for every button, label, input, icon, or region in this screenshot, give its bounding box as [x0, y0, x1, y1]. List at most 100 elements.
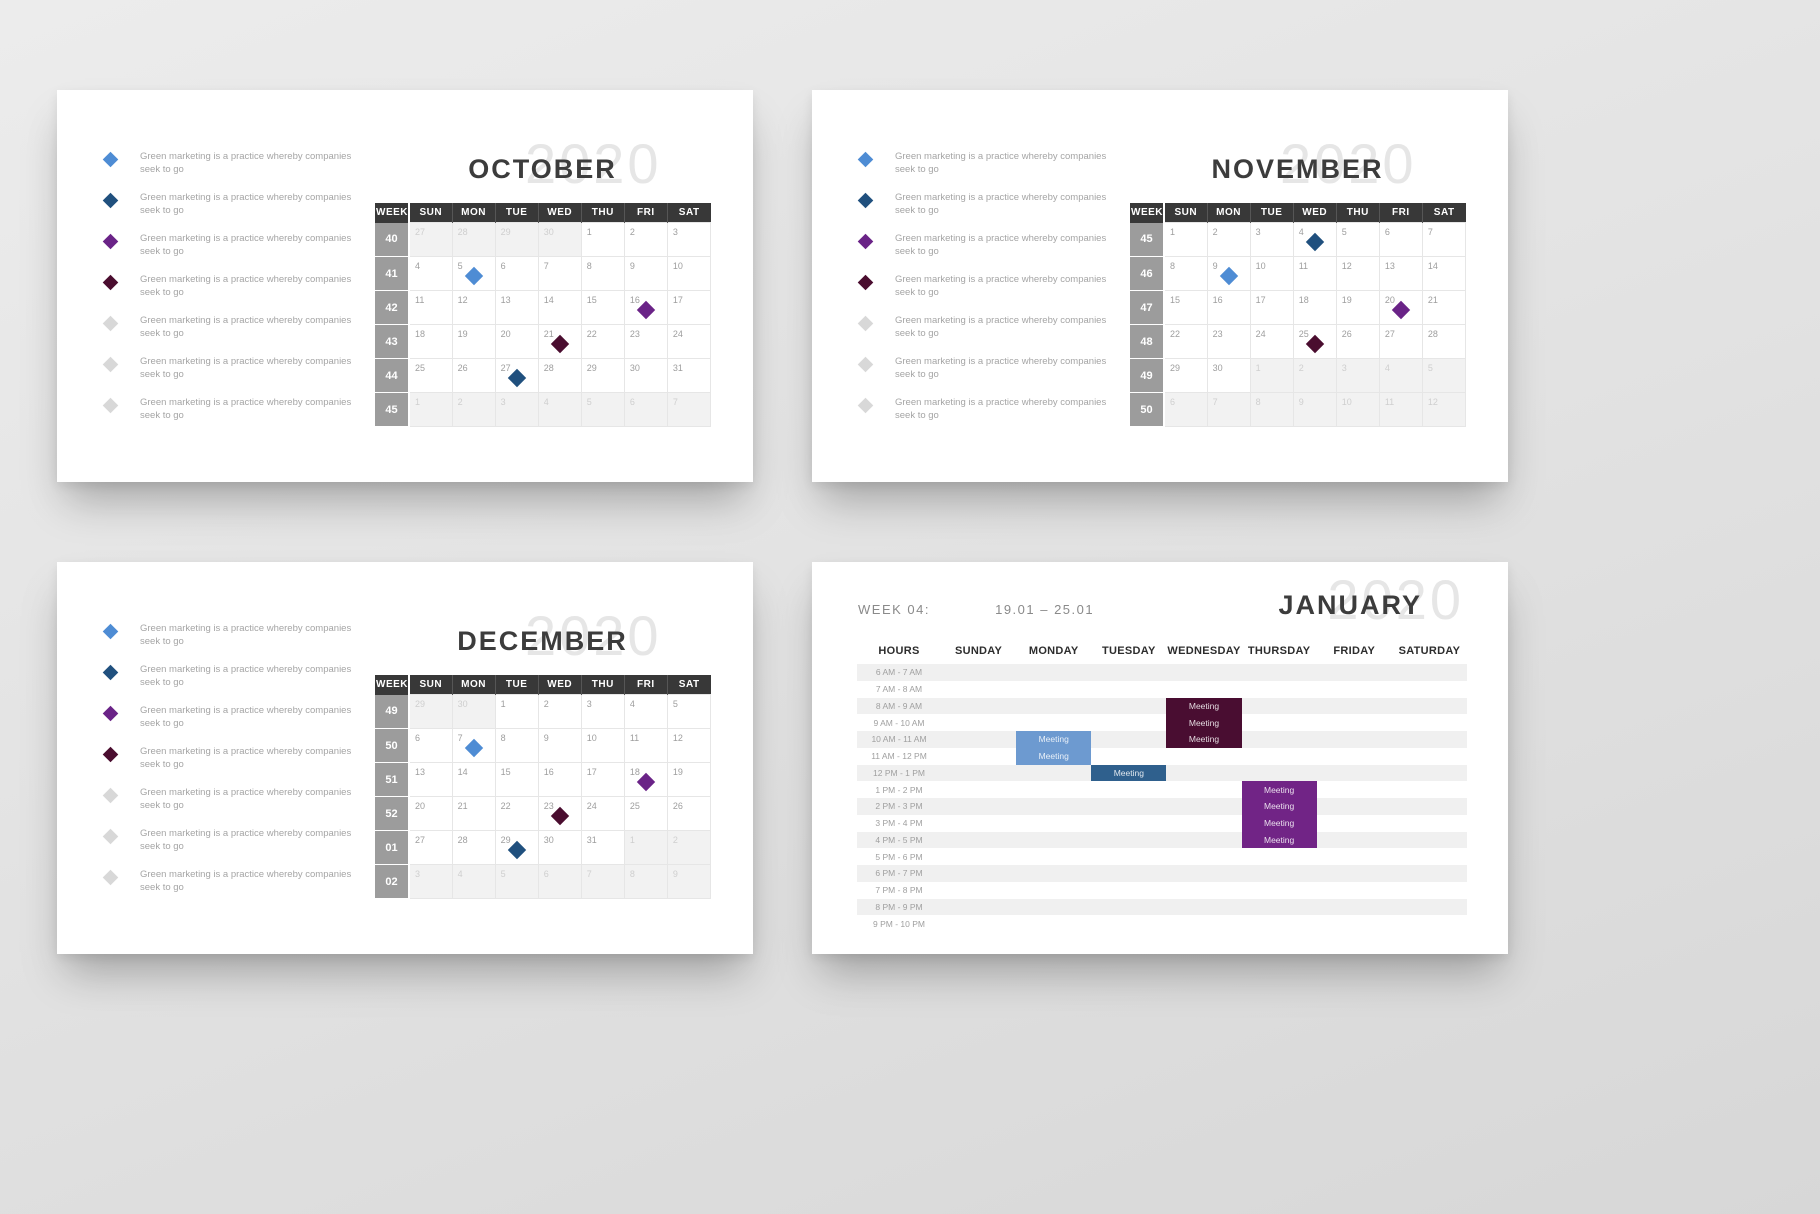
legend-text-line: seek to go — [140, 759, 184, 770]
legend-item: Green marketing is a practice whereby co… — [102, 355, 352, 381]
day-number: 28 — [457, 227, 468, 237]
day-number: 5 — [586, 397, 592, 407]
schedule-day-header: TUESDAY — [1102, 645, 1156, 657]
day-number: 29 — [500, 835, 511, 845]
day-number: 22 — [500, 801, 511, 811]
day-number: 7 — [543, 261, 549, 271]
day-cell: 5 — [494, 864, 539, 899]
day-cell: 6 — [623, 392, 668, 427]
slide-october: 2020 OCTOBER Green marketing is a practi… — [57, 90, 753, 482]
legend-item: Green marketing is a practice whereby co… — [102, 827, 352, 853]
day-cell: 19 — [451, 324, 496, 359]
calendar-header-row: WEEK SUN MON TUE WED THU FRI SAT — [375, 675, 711, 695]
legend-text-line: seek to go — [140, 205, 184, 216]
day-cell: 8 — [1163, 256, 1208, 291]
day-number: 4 — [1384, 363, 1390, 373]
slide-december: 2020 DECEMBER Green marketing is a pract… — [57, 562, 753, 954]
legend-text-line: seek to go — [140, 841, 184, 852]
day-cell: 9 — [1292, 392, 1337, 427]
day-cell: 2 — [666, 830, 712, 865]
day-cell: 29 — [494, 222, 539, 257]
legend-text-line: Green marketing is a practice whereby co… — [140, 705, 352, 716]
legend-text: Green marketing is a practice whereby co… — [126, 273, 351, 299]
day-number: 8 — [629, 869, 635, 879]
day-number: 11 — [415, 295, 425, 305]
row-stripe — [857, 831, 1467, 849]
day-number: 27 — [1384, 329, 1395, 339]
day-header: MON — [1207, 203, 1251, 223]
day-number: 6 — [629, 397, 635, 407]
day-number: 10 — [672, 261, 683, 271]
day-number: 19 — [672, 767, 683, 777]
day-cell: 7 — [580, 864, 625, 899]
day-number: 7 — [457, 733, 463, 743]
legend-item: Green marketing is a practice whereby co… — [102, 150, 352, 176]
schedule-day-header: WEDNESDAY — [1167, 645, 1241, 657]
day-number: 17 — [672, 295, 683, 305]
legend-item: Green marketing is a practice whereby co… — [857, 150, 1107, 176]
week-number: 02 — [375, 864, 410, 899]
day-cell: 4 — [537, 392, 582, 427]
legend-text-line: Green marketing is a practice whereby co… — [895, 151, 1107, 162]
legend-text-line: Green marketing is a practice whereby co… — [140, 356, 352, 367]
day-header: MON — [452, 675, 496, 695]
day-number: 3 — [1341, 363, 1347, 373]
day-cell: 22 — [1163, 324, 1208, 359]
week-number: 50 — [375, 728, 410, 763]
hour-label: 7 PM - 8 PM — [875, 885, 923, 896]
week-number: 47 — [1130, 290, 1165, 325]
week-number: 41 — [375, 256, 410, 291]
meeting-label: Meeting — [1188, 700, 1220, 711]
day-number: 16 — [629, 295, 640, 305]
legend-text: Green marketing is a practice whereby co… — [126, 232, 351, 258]
legend-text-line: seek to go — [895, 246, 939, 257]
hour-label: 3 PM - 4 PM — [875, 818, 923, 829]
diamond-icon-gray — [102, 315, 119, 332]
day-cell: 7 — [537, 256, 582, 291]
week-row: 48 22 23 24 25 26 27 28 — [1130, 324, 1467, 359]
day-number: 18 — [1298, 295, 1309, 305]
week-number: 40 — [375, 222, 410, 257]
row-stripe — [857, 865, 1467, 882]
date-range: 19.01 – 25.01 — [995, 602, 1095, 617]
week-number: 45 — [375, 392, 410, 427]
schedule-grid: HOURS SUNDAY MONDAY TUESDAY WEDNESDAY THURSDA… — [857, 638, 1467, 932]
day-header: MON — [452, 203, 496, 223]
day-cell: 28 — [451, 830, 496, 865]
october-calendar-table: WEEK SUN MON TUE WED THU FRI SAT 40 27 28 29 30 1 2 3 41… — [375, 203, 712, 427]
day-cell: 31 — [580, 830, 625, 865]
day-header: WED — [538, 203, 582, 223]
day-cell: 22 — [580, 324, 625, 359]
legend-text: Green marketing is a practice whereby co… — [881, 314, 1106, 340]
day-number: 7 — [586, 869, 592, 879]
day-cell: 30 — [1206, 358, 1251, 393]
day-cell: 23 — [623, 324, 668, 359]
week-info: WEEK 04: 19.01 – 25.01 — [858, 602, 1094, 617]
day-header: SUN — [1164, 203, 1208, 223]
day-cell: 5 — [580, 392, 625, 427]
day-header: SAT — [1422, 203, 1466, 223]
week-row: 45 1 2 3 4 5 6 7 — [1130, 222, 1467, 257]
diamond-icon-navy — [857, 192, 874, 209]
day-number: 26 — [1341, 329, 1352, 339]
day-number: 14 — [543, 295, 554, 305]
week-number: 51 — [375, 762, 410, 797]
hour-label: 9 PM - 10 PM — [873, 918, 925, 929]
november-calendar-table: WEEK SUN MON TUE WED THU FRI SAT 45 1 2 3 4 5 6 7 46 8 9 10… — [1130, 203, 1467, 427]
legend-text-line: Green marketing is a practice whereby co… — [895, 315, 1107, 326]
page-title-november: NOVEMBER — [1211, 154, 1384, 184]
legend-text: Green marketing is a practice whereby co… — [881, 273, 1106, 299]
day-cell: 1 — [494, 694, 539, 729]
hours-header: HOURS — [878, 645, 920, 657]
day-cell: 8 — [1249, 392, 1294, 427]
day-number: 2 — [629, 227, 635, 237]
legend-text: Green marketing is a practice whereby co… — [881, 232, 1106, 258]
legend-text-line: seek to go — [895, 328, 939, 339]
day-cell: 21 — [1421, 290, 1467, 325]
meeting-block: Meeting — [1091, 764, 1167, 782]
legend-text-line: seek to go — [140, 718, 184, 729]
day-cell: 10 — [1249, 256, 1294, 291]
hour-label: 12 PM - 1 PM — [873, 767, 925, 778]
legend-item: Green marketing is a practice whereby co… — [102, 191, 352, 217]
day-cell: 18 — [1292, 290, 1337, 325]
